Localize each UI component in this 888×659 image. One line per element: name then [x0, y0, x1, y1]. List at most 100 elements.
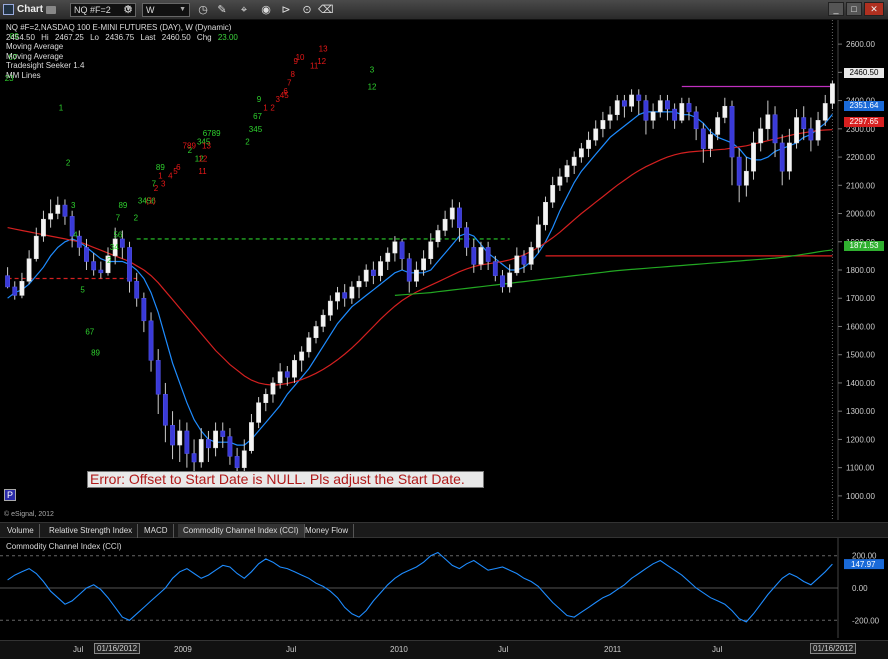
candle-body — [772, 114, 778, 144]
price-tick-label: 1200.00 — [846, 435, 875, 444]
seeker-count-label: 9 — [293, 57, 298, 66]
candle-body — [98, 269, 104, 274]
ma-long-price-tag: 1871.53 — [844, 241, 884, 251]
candle-body — [48, 213, 54, 220]
candle-body — [19, 281, 25, 296]
chart-app-icon — [3, 4, 14, 15]
candle-body — [62, 204, 68, 217]
seeker-count-label: 11 — [310, 61, 319, 70]
candle-body — [292, 360, 297, 378]
high-label: Hi — [41, 32, 49, 42]
seeker-count-label: 89 — [118, 201, 127, 210]
record-icon[interactable]: ⊙ — [302, 4, 312, 16]
price-chart[interactable]: 2600.002500.002400.002300.002200.002100.… — [0, 20, 888, 520]
study-label[interactable]: Moving Average — [6, 51, 64, 61]
candle-body — [794, 117, 799, 144]
seeker-count-label: 2 — [66, 159, 71, 168]
candle-body — [41, 218, 46, 237]
seeker-count-label: 5 — [80, 285, 85, 294]
pencil-icon[interactable]: ✎ — [217, 4, 227, 16]
candle-body — [507, 272, 513, 288]
seeker-count-label: 67 — [85, 328, 94, 337]
seeker-count-label: 13 — [319, 45, 328, 54]
candle-body — [521, 255, 527, 265]
candle-body — [478, 247, 484, 265]
candle-body — [586, 139, 591, 149]
candle-body — [571, 156, 577, 166]
candle-body — [363, 269, 369, 282]
last-value: 2460.50 — [161, 32, 191, 42]
candle-body — [457, 207, 462, 228]
candle-body — [729, 105, 735, 158]
candle-body — [464, 227, 470, 248]
candle-body — [636, 94, 642, 101]
candle-body — [406, 258, 412, 282]
candle-body — [234, 456, 240, 468]
seeker-count-label: 2 — [107, 256, 112, 265]
symbol-select[interactable]: NQ #F=2 ▼ — [70, 3, 136, 17]
candle-body — [492, 261, 498, 276]
tab-volume[interactable]: Volume — [2, 524, 40, 538]
p-button[interactable]: P — [4, 489, 16, 501]
candle-body — [550, 185, 556, 203]
clock-icon[interactable]: ◷ — [198, 4, 208, 16]
candle-body — [191, 453, 197, 463]
candle-body — [528, 247, 534, 265]
candle-body — [392, 241, 398, 254]
seeker-count-label: 7 — [287, 78, 292, 87]
seeker-count-label: 6 — [176, 163, 181, 172]
interval-select[interactable]: W ▼ — [142, 3, 190, 17]
candle-body — [55, 204, 61, 214]
tab-money-flow[interactable]: Money Flow — [300, 524, 355, 538]
study-label[interactable]: MM Lines — [6, 70, 41, 80]
link-icon[interactable] — [46, 6, 56, 14]
right-date-marker: 01/16/2012 — [810, 643, 857, 654]
play-icon[interactable]: ⊳ — [281, 4, 291, 16]
candle-body — [112, 238, 118, 257]
study-label[interactable]: Tradesight Seeker 1.4 — [6, 61, 85, 70]
seeker-count-label: 8 — [291, 70, 296, 79]
tab-macd[interactable]: MACD — [139, 524, 174, 538]
last-label: Last — [140, 32, 156, 42]
study-label[interactable]: Moving Average — [6, 42, 64, 51]
tab-cci[interactable]: Commodity Channel Index (CCI) — [178, 524, 305, 538]
candle-body — [342, 292, 348, 299]
symbol-header: NQ #F=2,NASDAQ 100 E-MINI FUTURES (DAY),… — [6, 23, 232, 32]
gear-icon[interactable]: ⚙ — [123, 4, 133, 16]
candle-body — [170, 425, 175, 446]
candle-body — [801, 117, 807, 130]
seeker-count-label: 89 — [91, 349, 100, 358]
change-label: Chg — [196, 32, 212, 42]
change-value: 23.00 — [217, 32, 238, 42]
open-value: 2454.50 — [6, 32, 35, 42]
candle-body — [256, 402, 262, 423]
symbol-value: NQ #F=2 — [74, 5, 111, 15]
seeker-count-label: 3 — [275, 95, 280, 104]
x-axis-label: Jul — [73, 645, 84, 654]
maximize-button[interactable]: □ — [846, 2, 862, 16]
study-tabs: Volume Relative Strength Index MACD Comm… — [0, 522, 888, 538]
price-tick-label: 1100.00 — [846, 464, 875, 473]
interval-value: W — [146, 5, 155, 15]
eraser-icon[interactable]: ⌫ — [318, 4, 334, 16]
minimize-button[interactable]: _ — [828, 2, 844, 16]
tab-rsi[interactable]: Relative Strength Index — [44, 524, 139, 538]
chevron-down-icon: ▼ — [179, 6, 186, 13]
candle-body — [815, 120, 821, 141]
low-label: Lo — [90, 32, 100, 42]
circle-dot-icon[interactable]: ◉ — [261, 4, 271, 16]
seeker-count-label: 34 — [110, 243, 119, 252]
seeker-count-label: 11 — [198, 167, 207, 176]
candle-body — [722, 105, 728, 118]
time-axis[interactable]: 01/16/2012 Jul 2009 Jul 2010 Jul 2011 Ju… — [0, 640, 888, 659]
price-tick-label: 2100.00 — [846, 181, 875, 190]
cursor-icon[interactable]: ⌖ — [240, 4, 248, 16]
close-button[interactable]: ✕ — [864, 2, 884, 16]
seeker-count-label: 3 — [71, 201, 76, 210]
candle-body — [715, 117, 721, 135]
price-tick-label: 1400.00 — [846, 379, 875, 388]
cci-chart[interactable]: 200.00 0.00 -200.00 147.97 — [0, 538, 888, 638]
seeker-count-label: 23 — [5, 74, 14, 83]
price-tick-label: 1300.00 — [846, 407, 875, 416]
candle-body — [148, 320, 154, 361]
